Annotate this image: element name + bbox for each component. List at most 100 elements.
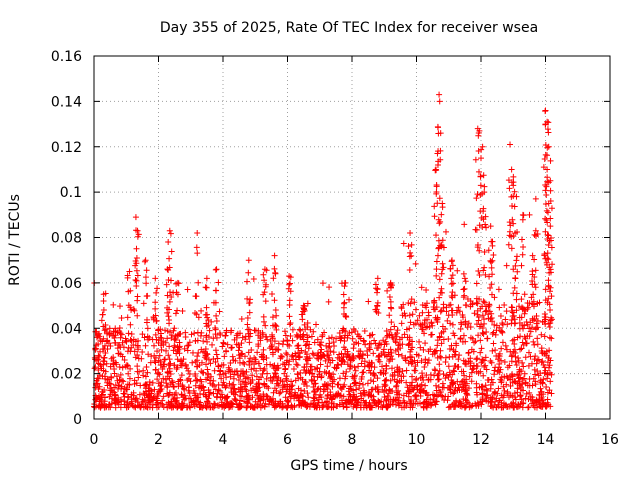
- data-point: [395, 342, 402, 349]
- data-point: [421, 317, 428, 324]
- data-point: [508, 233, 515, 240]
- data-point: [297, 333, 304, 340]
- data-point: [532, 267, 539, 274]
- data-point: [206, 356, 213, 363]
- data-point: [398, 305, 405, 312]
- data-point: [340, 403, 347, 410]
- data-point: [422, 340, 429, 347]
- data-point: [154, 376, 161, 383]
- data-point: [408, 252, 415, 259]
- data-point: [348, 329, 355, 336]
- data-point: [421, 364, 428, 371]
- data-point: [429, 399, 436, 406]
- data-point: [496, 304, 503, 311]
- data-point: [203, 332, 210, 339]
- data-point: [216, 387, 223, 394]
- data-point: [302, 378, 309, 385]
- data-point: [223, 329, 230, 336]
- data-point: [488, 291, 495, 298]
- data-point: [287, 332, 294, 339]
- data-point: [238, 340, 245, 347]
- data-point: [325, 335, 332, 342]
- data-point: [111, 370, 118, 377]
- data-point: [411, 299, 418, 306]
- data-point: [521, 370, 528, 377]
- data-point: [368, 340, 375, 347]
- data-point: [499, 329, 506, 336]
- data-point: [222, 370, 229, 377]
- data-point: [511, 340, 518, 347]
- data-point: [158, 346, 165, 353]
- data-point: [516, 382, 523, 389]
- data-point: [419, 370, 426, 377]
- data-point: [511, 188, 518, 195]
- data-point: [191, 403, 198, 410]
- data-point: [334, 354, 341, 361]
- data-point: [420, 404, 427, 411]
- data-point: [154, 392, 161, 399]
- data-point: [547, 378, 554, 385]
- data-point: [315, 349, 322, 356]
- data-point: [533, 313, 540, 320]
- data-point: [549, 261, 556, 268]
- data-point: [316, 368, 323, 375]
- data-point: [96, 353, 103, 360]
- data-point: [452, 351, 459, 358]
- data-point: [371, 372, 378, 379]
- data-point: [517, 333, 524, 340]
- data-point: [186, 370, 193, 377]
- data-point: [101, 373, 108, 380]
- data-point: [144, 325, 151, 332]
- data-point: [172, 310, 179, 317]
- data-point: [244, 295, 251, 302]
- data-point: [419, 309, 426, 316]
- data-point: [134, 227, 141, 234]
- data-point: [383, 376, 390, 383]
- data-point: [270, 275, 277, 282]
- data-point: [545, 200, 552, 207]
- data-point: [352, 367, 359, 374]
- data-point: [545, 277, 552, 284]
- data-point: [96, 372, 103, 379]
- data-point: [329, 380, 336, 387]
- data-point: [434, 123, 441, 130]
- data-point: [465, 349, 472, 356]
- y-tick-label: 0.16: [51, 49, 82, 65]
- data-point: [475, 332, 482, 339]
- data-point: [241, 373, 248, 380]
- y-tick-label: 0: [73, 412, 82, 428]
- data-point: [100, 307, 107, 314]
- data-point: [398, 320, 405, 327]
- data-point: [306, 369, 313, 376]
- data-point: [417, 322, 424, 329]
- data-point: [212, 401, 219, 408]
- data-point: [134, 272, 141, 279]
- data-point: [166, 365, 173, 372]
- data-point: [151, 342, 158, 349]
- data-point: [198, 378, 205, 385]
- data-point: [400, 392, 407, 399]
- data-point: [433, 272, 440, 279]
- data-point: [102, 368, 109, 375]
- data-point: [474, 355, 481, 362]
- data-point: [193, 244, 200, 251]
- data-point: [290, 356, 297, 363]
- data-point: [118, 383, 125, 390]
- data-point: [545, 295, 552, 302]
- data-point: [179, 400, 186, 407]
- data-point: [515, 403, 522, 410]
- data-point: [484, 387, 491, 394]
- data-point: [227, 360, 234, 367]
- data-point: [408, 296, 415, 303]
- data-point: [166, 343, 173, 350]
- data-point: [102, 349, 109, 356]
- data-point: [210, 377, 217, 384]
- data-point: [314, 373, 321, 380]
- data-point: [389, 334, 396, 341]
- data-point: [388, 319, 395, 326]
- data-point: [386, 358, 393, 365]
- data-point: [485, 377, 492, 384]
- data-point: [142, 403, 149, 410]
- data-point: [143, 364, 150, 371]
- data-point: [498, 345, 505, 352]
